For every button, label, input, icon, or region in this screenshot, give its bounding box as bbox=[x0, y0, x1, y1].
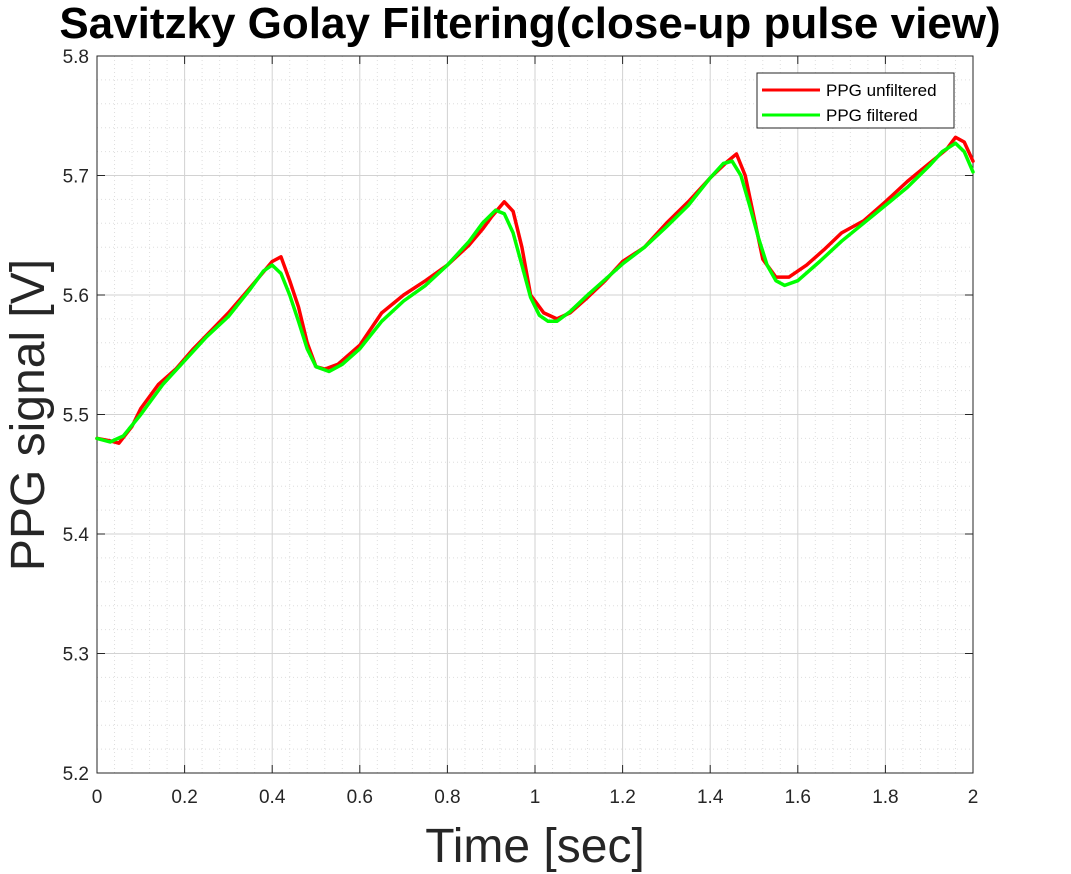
x-tick-label: 0.8 bbox=[434, 787, 460, 808]
y-tick-label: 5.5 bbox=[63, 406, 89, 427]
y-tick-label: 5.2 bbox=[63, 764, 89, 785]
chart-title: Savitzky Golay Filtering(close-up pulse … bbox=[59, 0, 1000, 48]
x-tick-label: 1.2 bbox=[609, 787, 635, 808]
x-tick-label: 1.4 bbox=[697, 787, 724, 808]
series-lines bbox=[95, 135, 975, 445]
x-tick-label: 2 bbox=[968, 787, 979, 808]
legend-label-filtered: PPG filtered bbox=[826, 106, 918, 125]
major-grid bbox=[96, 55, 974, 774]
y-axis-label: PPG signal [V] bbox=[2, 259, 55, 571]
x-tick-label: 0 bbox=[92, 787, 103, 808]
series-line-filtered bbox=[95, 141, 975, 444]
x-tick-label: 1 bbox=[530, 787, 541, 808]
x-tick-label: 0.2 bbox=[171, 787, 197, 808]
legend: PPG unfiltered PPG filtered bbox=[756, 72, 955, 129]
y-tick-label: 5.3 bbox=[63, 645, 89, 666]
x-tick-label: 0.4 bbox=[259, 787, 286, 808]
x-tick-label: 1.6 bbox=[785, 787, 811, 808]
y-tick-label: 5.6 bbox=[63, 286, 89, 307]
y-tick-label: 5.8 bbox=[63, 47, 89, 68]
x-axis-ticks: 0 0.2 0.4 0.6 0.8 1 1.2 1.4 1.6 1.8 2 bbox=[92, 56, 979, 808]
y-tick-label: 5.7 bbox=[63, 167, 89, 188]
legend-box bbox=[756, 72, 955, 129]
y-axis-ticks: 5.2 5.3 5.4 5.5 5.6 5.7 5.8 bbox=[63, 47, 973, 785]
legend-label-unfiltered: PPG unfiltered bbox=[826, 81, 937, 100]
y-tick-label: 5.4 bbox=[63, 525, 90, 546]
x-axis-label: Time [sec] bbox=[425, 820, 645, 873]
x-tick-label: 1.8 bbox=[872, 787, 898, 808]
x-tick-label: 0.6 bbox=[347, 787, 373, 808]
